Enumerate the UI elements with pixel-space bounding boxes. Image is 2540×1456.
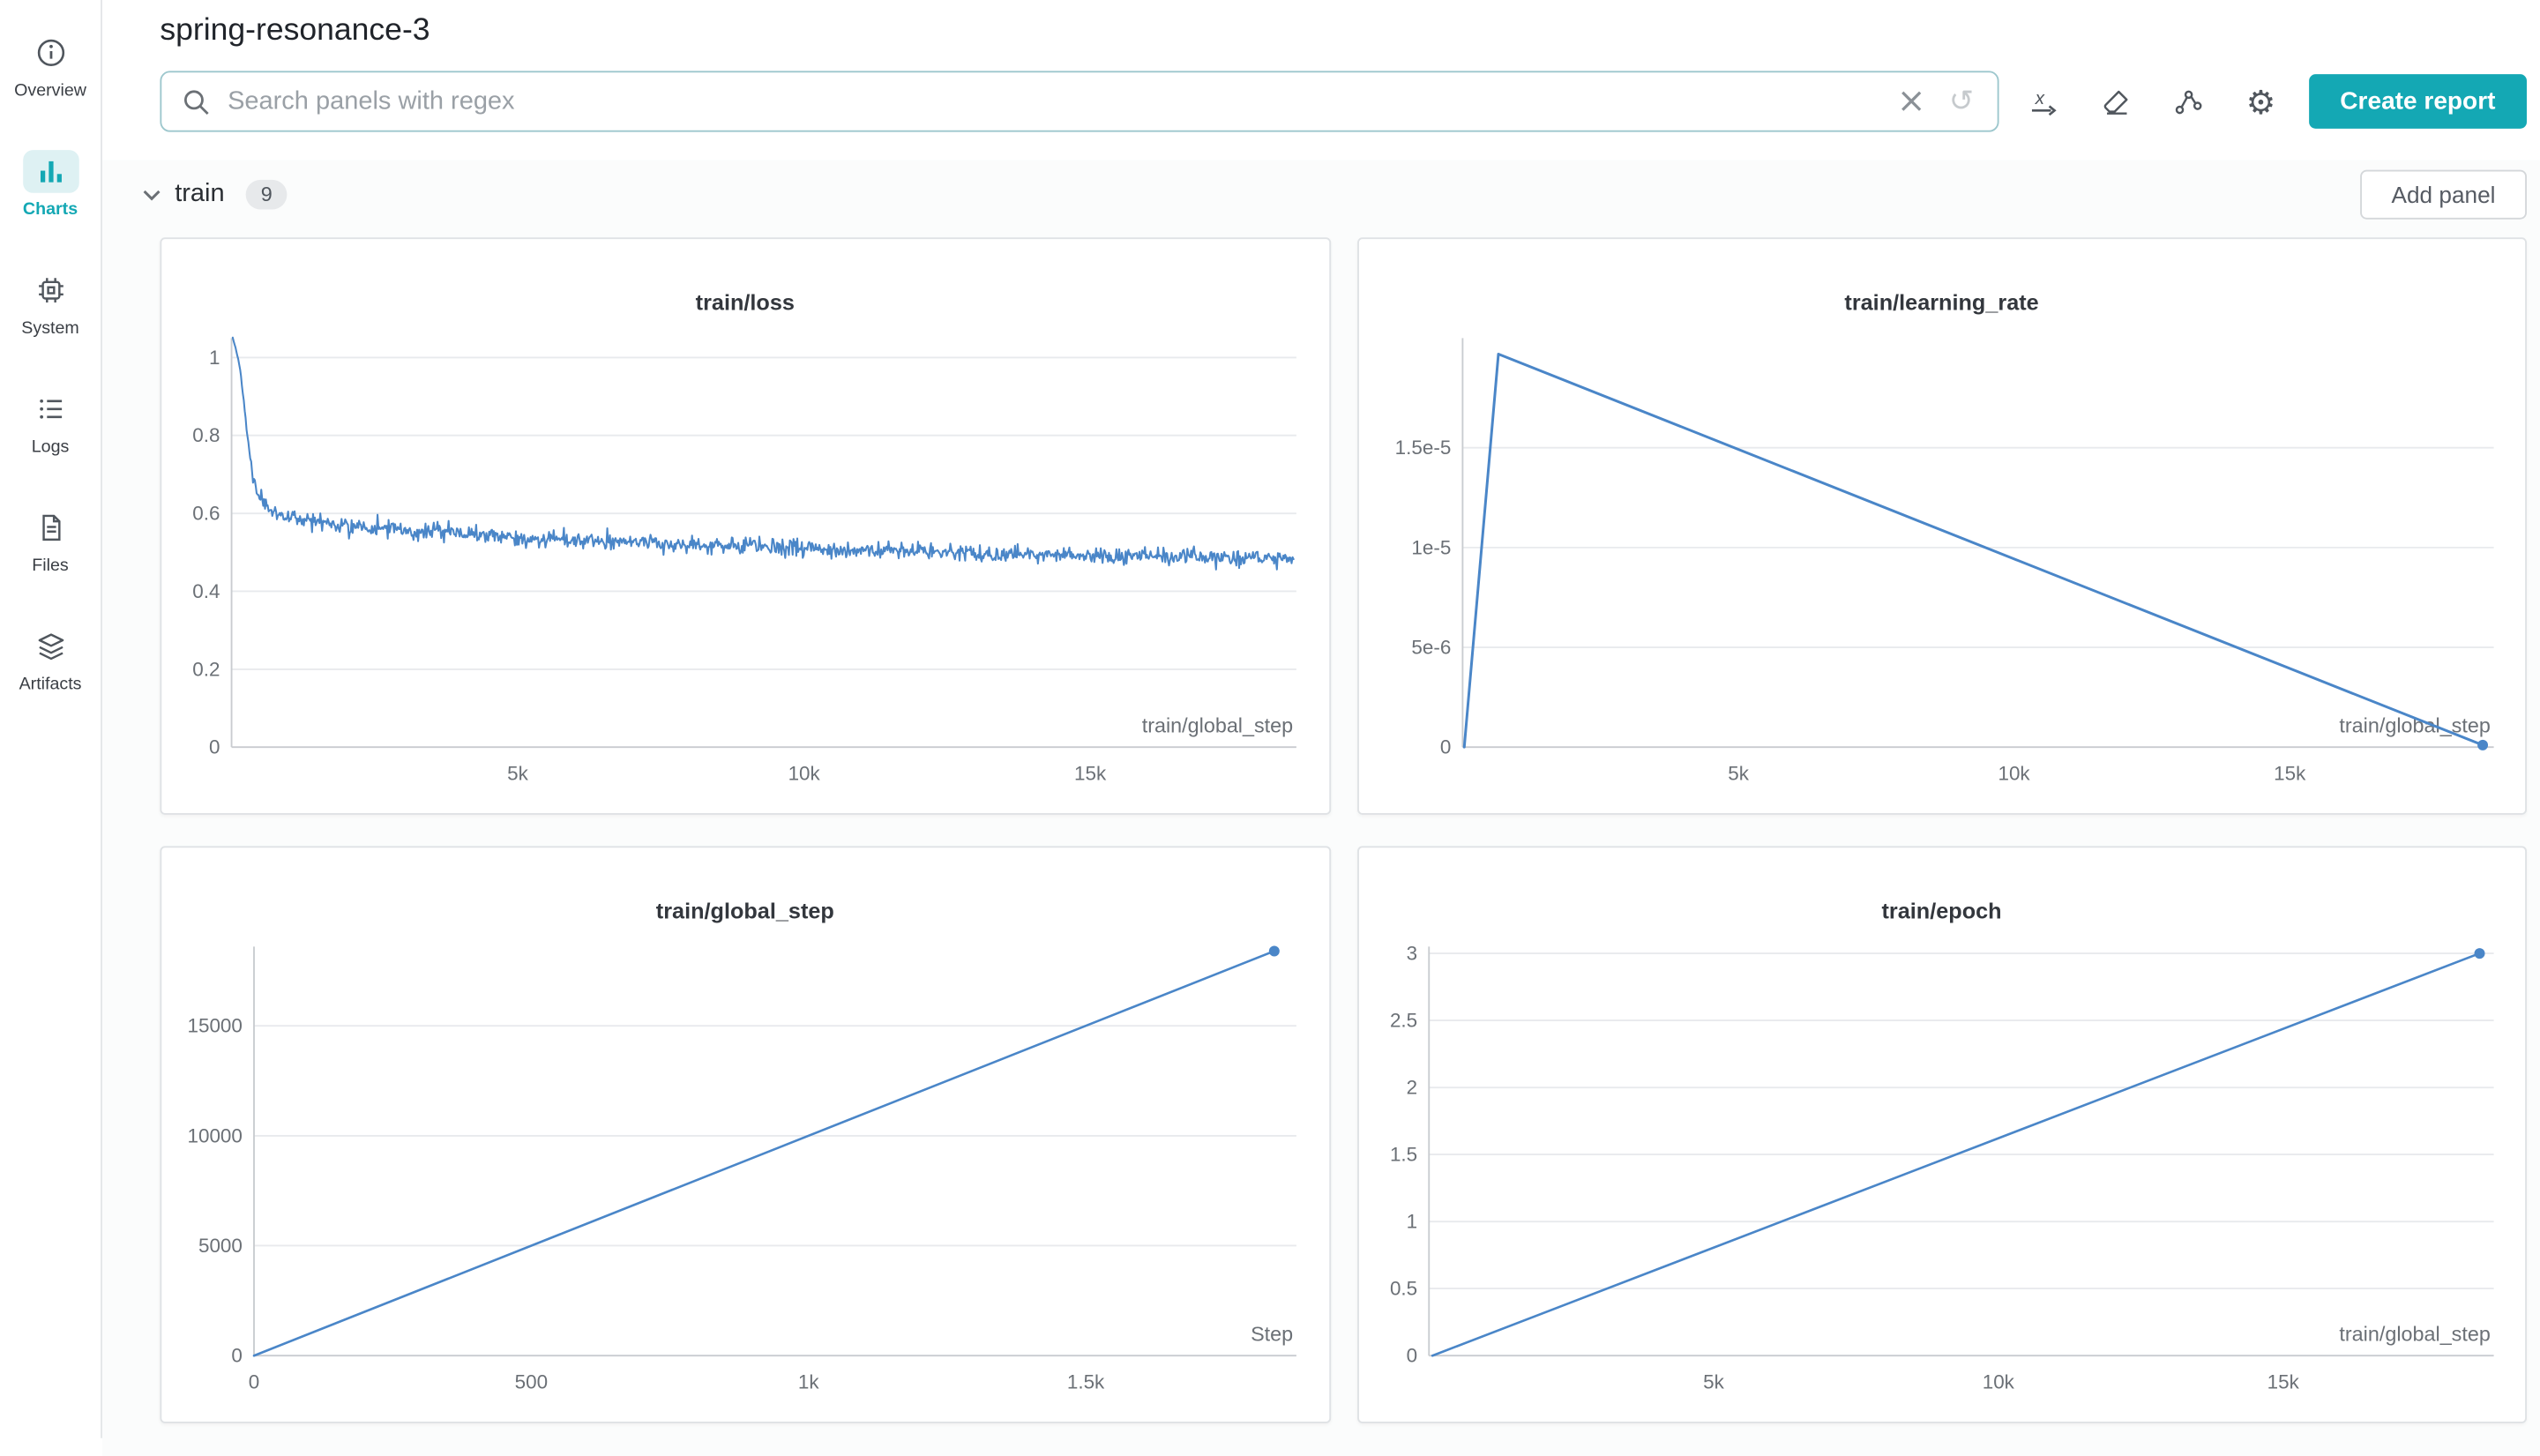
- svg-text:15k: 15k: [2273, 763, 2305, 785]
- svg-text:0.8: 0.8: [192, 424, 220, 446]
- settings-gear-icon[interactable]: ⚙: [2243, 82, 2279, 122]
- search-input[interactable]: [224, 85, 1894, 118]
- sidebar-item-charts[interactable]: Charts: [0, 125, 101, 244]
- sidebar-item-label: Charts: [22, 199, 78, 220]
- svg-text:5k: 5k: [1702, 1371, 1723, 1393]
- sidebar-item-label: System: [21, 317, 79, 339]
- artifacts-icon: [22, 625, 78, 668]
- svg-text:0: 0: [249, 1371, 259, 1393]
- svg-text:10k: 10k: [788, 763, 821, 785]
- svg-text:0.2: 0.2: [192, 658, 220, 680]
- svg-text:5e-6: 5e-6: [1410, 636, 1450, 658]
- chart-train-epoch[interactable]: 0 0.5 1 1.5 2 2.5 3 5k 10k 15k train/global_step: [1358, 930, 2525, 1419]
- sidebar-item-logs[interactable]: Logs: [0, 362, 101, 482]
- svg-text:2: 2: [1406, 1077, 1416, 1099]
- svg-text:10k: 10k: [1998, 763, 2030, 785]
- svg-text:0: 0: [1406, 1345, 1416, 1367]
- svg-text:0: 0: [1439, 736, 1450, 758]
- charts-content: train 9 Add panel train/loss 0 0.2 0.4 0.6 0…: [101, 160, 2540, 1456]
- svg-text:1: 1: [209, 347, 220, 369]
- sidebar-item-label: Files: [32, 556, 69, 576]
- svg-text:5000: 5000: [198, 1235, 243, 1257]
- svg-text:0: 0: [231, 1345, 242, 1367]
- sidebar-item-files[interactable]: Files: [0, 482, 101, 601]
- svg-text:0.6: 0.6: [192, 503, 220, 525]
- chart-title: train/learning_rate: [1844, 290, 2039, 316]
- search-icon: [182, 86, 212, 116]
- panel-train-loss: train/loss 0 0.2 0.4 0.6 0.8 1 5k 10k 15k train/g…: [160, 237, 1331, 815]
- main-area: spring-resonance-3 × ↺ x: [101, 0, 2540, 1456]
- chevron-down-icon[interactable]: [138, 182, 165, 208]
- svg-text:train/global_step: train/global_step: [2338, 1322, 2489, 1345]
- svg-text:x: x: [2034, 87, 2044, 108]
- panel-grid: train/loss 0 0.2 0.4 0.6 0.8 1 5k 10k 15k train/g…: [160, 237, 2527, 1423]
- svg-text:1: 1: [1406, 1211, 1416, 1233]
- sweep-nodes-icon[interactable]: [2170, 83, 2207, 119]
- svg-text:10000: 10000: [187, 1124, 242, 1146]
- svg-text:train/global_step: train/global_step: [1142, 713, 1293, 736]
- sidebar-item-label: Artifacts: [19, 674, 82, 695]
- svg-text:10k: 10k: [1982, 1371, 2014, 1393]
- info-icon: [22, 32, 78, 75]
- svg-text:0: 0: [209, 736, 220, 758]
- bar-chart-icon: [22, 150, 78, 193]
- chart-title: train/loss: [695, 290, 795, 316]
- run-title: spring-resonance-3: [160, 12, 430, 49]
- panel-toolbar: × ↺ x ⚙ Create report: [160, 71, 2527, 132]
- svg-text:15k: 15k: [2267, 1371, 2299, 1393]
- panel-count-badge: 9: [245, 179, 288, 210]
- add-panel-button[interactable]: Add panel: [2359, 169, 2527, 220]
- panel-train-epoch: train/epoch 0 0.5 1 1.5 2 2.5 3 5k 10k 15k train/g…: [1356, 846, 2527, 1423]
- sidebar-item-overview[interactable]: Overview: [0, 6, 101, 125]
- panel-toolbar-icons: x ⚙: [2025, 82, 2279, 122]
- sidebar-item-label: Logs: [31, 437, 70, 458]
- eraser-icon[interactable]: [2097, 83, 2133, 119]
- svg-text:0.4: 0.4: [192, 580, 220, 602]
- sidebar-item-label: Overview: [14, 80, 86, 101]
- sidebar-item-system[interactable]: System: [0, 244, 101, 363]
- svg-text:15000: 15000: [187, 1015, 242, 1037]
- chart-train-loss[interactable]: 0 0.2 0.4 0.6 0.8 1 5k 10k 15k train/global_step: [161, 322, 1328, 810]
- logs-icon: [22, 387, 78, 430]
- chart-train-global-step[interactable]: 0 5000 10000 15000 0 500 1k 1.5k Step: [161, 930, 1328, 1419]
- history-icon[interactable]: ↺: [1946, 86, 1977, 116]
- section-title: train: [175, 179, 225, 208]
- svg-text:5k: 5k: [1727, 763, 1748, 785]
- svg-text:Step: Step: [1251, 1322, 1293, 1345]
- svg-text:1.5: 1.5: [1389, 1144, 1416, 1166]
- svg-text:15k: 15k: [1074, 763, 1107, 785]
- svg-text:1.5e-5: 1.5e-5: [1394, 437, 1451, 459]
- x-axis-settings-icon[interactable]: x: [2025, 83, 2061, 119]
- chart-title: train/epoch: [1881, 899, 2002, 924]
- panel-search-box: × ↺: [160, 71, 1999, 132]
- create-report-button[interactable]: Create report: [2308, 74, 2527, 129]
- svg-text:0.5: 0.5: [1389, 1278, 1416, 1300]
- sidebar-item-artifacts[interactable]: Artifacts: [0, 601, 101, 720]
- panel-train-global-step: train/global_step 0 5000 10000 15000 0 500 1k 1…: [160, 846, 1331, 1423]
- files-icon: [22, 506, 78, 549]
- chart-title: train/global_step: [655, 899, 834, 924]
- svg-text:2.5: 2.5: [1389, 1010, 1416, 1032]
- svg-text:5k: 5k: [507, 763, 528, 785]
- svg-text:1k: 1k: [798, 1371, 819, 1393]
- sidebar: Overview Charts System Logs Files: [0, 0, 102, 1438]
- svg-text:3: 3: [1406, 943, 1416, 965]
- svg-text:1e-5: 1e-5: [1410, 536, 1450, 558]
- cpu-icon: [22, 269, 78, 312]
- clear-search-icon[interactable]: ×: [1894, 83, 1929, 118]
- section-header-train: train 9 Add panel: [102, 160, 2540, 237]
- chart-train-learning-rate[interactable]: 0 5e-6 1e-5 1.5e-5 5k 10k 15k train/global_step: [1358, 322, 2525, 810]
- panel-train-learning-rate: train/learning_rate 0 5e-6 1e-5 1.5e-5 5k 10k…: [1356, 237, 2527, 815]
- svg-text:500: 500: [515, 1371, 548, 1393]
- svg-text:1.5k: 1.5k: [1067, 1371, 1105, 1393]
